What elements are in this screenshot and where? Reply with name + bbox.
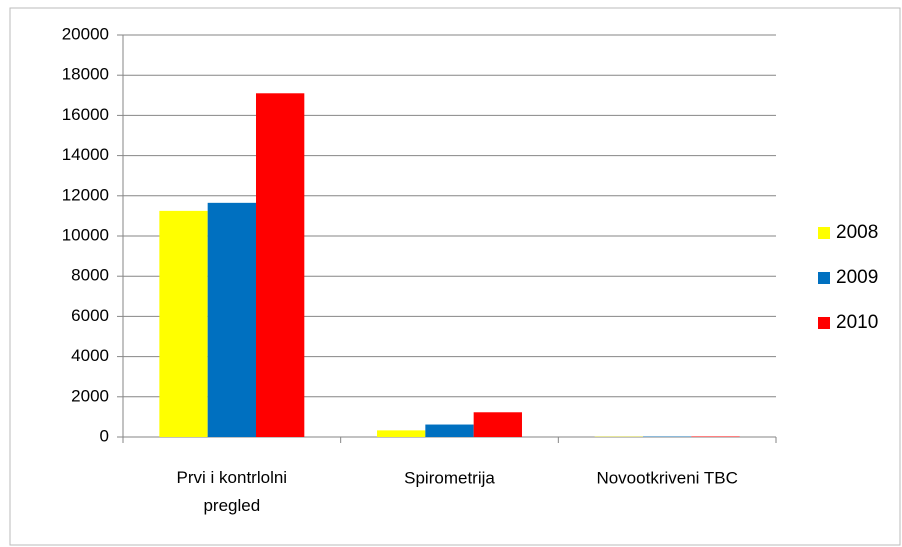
- legend-swatch: [818, 317, 830, 329]
- y-tick-label: 20000: [62, 24, 109, 43]
- y-tick-label: 14000: [62, 145, 109, 164]
- y-tick-label: 8000: [71, 266, 109, 285]
- bar: [377, 430, 426, 437]
- legend-label: 2009: [836, 267, 878, 288]
- legend-swatch: [818, 227, 830, 239]
- y-tick-label: 6000: [71, 306, 109, 325]
- bar: [255, 93, 305, 437]
- bar: [425, 424, 474, 437]
- y-tick-label: 12000: [62, 185, 109, 204]
- y-tick-label: 0: [100, 426, 109, 445]
- y-tick-label: 18000: [62, 65, 109, 84]
- bar: [691, 436, 740, 437]
- y-tick-label: 2000: [71, 386, 109, 405]
- legend-label: 2010: [836, 312, 878, 333]
- legend-label: 2008: [836, 222, 878, 243]
- bar: [159, 210, 208, 437]
- legend-swatch: [818, 272, 830, 284]
- bar: [207, 202, 256, 437]
- bar: [473, 412, 522, 437]
- y-tick-label: 4000: [71, 346, 109, 365]
- x-tick-label: Prvi i kontrlolni pregled: [177, 468, 288, 515]
- y-tick-label: 16000: [62, 105, 109, 124]
- x-tick-label: Spirometrija: [404, 468, 495, 487]
- y-tick-label: 10000: [62, 225, 109, 244]
- x-tick-label: Novootkriveni TBC: [596, 468, 737, 487]
